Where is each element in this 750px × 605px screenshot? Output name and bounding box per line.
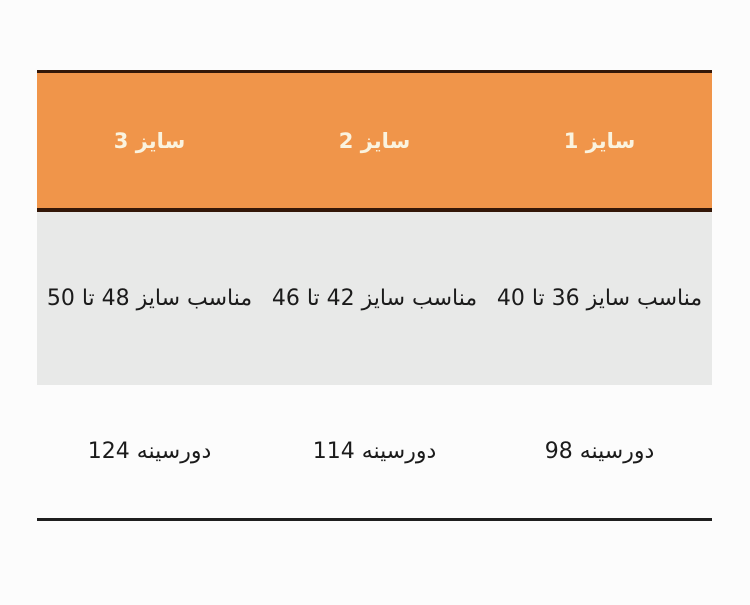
- size-table: سایز 1 سایز 2 سایز 3 مناسب سایز 36 تا 40…: [37, 70, 712, 521]
- fit-cell-size-3: مناسب سایز 48 تا 50: [46, 286, 253, 311]
- fit-range-row: مناسب سایز 36 تا 40 مناسب سایز 42 تا 46 …: [37, 212, 712, 385]
- bust-cell-size-1: دورسینه 98: [544, 439, 655, 464]
- bust-cell-size-2: دورسینه 114: [312, 439, 437, 464]
- bust-row: دورسینه 98 دورسینه 114 دورسینه 124: [37, 385, 712, 518]
- fit-cell-size-1: مناسب سایز 36 تا 40: [496, 286, 703, 311]
- header-cell-size-3: سایز 3: [113, 128, 186, 153]
- bust-cell-size-3: دورسینه 124: [87, 439, 212, 464]
- fit-cell-size-2: مناسب سایز 42 تا 46: [271, 286, 478, 311]
- header-cell-size-1: سایز 1: [563, 128, 636, 153]
- bottom-rule: [37, 518, 712, 521]
- table-header-row: سایز 1 سایز 2 سایز 3: [37, 70, 712, 212]
- header-cell-size-2: سایز 2: [338, 128, 411, 153]
